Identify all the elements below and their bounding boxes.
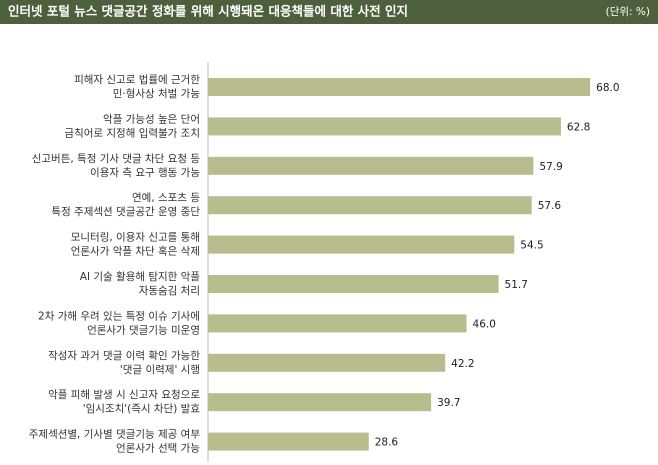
value-label: 42.2 (451, 358, 474, 370)
category-label: AI 기술 활용해 탐지한 악플 (80, 270, 201, 283)
bar (208, 156, 534, 175)
value-label: 39.7 (437, 397, 460, 409)
category-label: 언론사가 댓글기능 미운영 (87, 324, 200, 336)
category-label: '댓글 이력제' 시행 (120, 364, 200, 376)
value-label: 68.0 (596, 82, 619, 94)
category-label: 주제섹션별, 기사별 댓글기능 제공 여부 (29, 429, 201, 441)
header-bar (0, 0, 658, 24)
category-label: 언론사가 선택 가능 (116, 443, 200, 455)
bar (208, 196, 532, 215)
value-label: 57.6 (538, 200, 562, 212)
category-label: 피해자 신고로 법률에 근거한 (74, 73, 200, 86)
bar (208, 275, 499, 293)
category-label: 특정 주제섹션 댓글공간 운영 중단 (51, 206, 200, 218)
value-label: 62.8 (567, 121, 590, 133)
value-label: 51.7 (505, 279, 528, 291)
category-label: 연예, 스포츠 등 (132, 191, 200, 204)
bar (208, 314, 467, 333)
category-label: 작성자 과거 댓글 이력 확인 가능한 (48, 349, 200, 362)
bar (208, 117, 561, 136)
category-label: '임시조치'(즉시 차단) 발효 (83, 402, 201, 415)
category-label: 언론사가 악플 차단 혹은 삭제 (71, 245, 200, 258)
value-label: 46.0 (473, 318, 496, 330)
category-label: 이용자 측 요구 행동 가능 (90, 167, 200, 179)
value-label: 54.5 (520, 240, 543, 252)
category-label: 악플 가능성 높은 단어 (103, 113, 200, 125)
unit-label: (단위: %) (606, 5, 650, 18)
bar (208, 393, 432, 412)
bar (208, 78, 591, 96)
category-label: 금칙어로 지정해 입력불가 조치 (64, 126, 200, 139)
chart-title: 인터넷 포털 뉴스 댓글공간 정화를 위해 시행돼온 대응책들에 대한 사전 인… (8, 4, 408, 19)
bar (208, 432, 369, 451)
category-label: 자동숨김 처리 (139, 285, 200, 297)
category-label: 악플 피해 발생 시 신고자 요청으로 (48, 388, 200, 401)
category-label: 모니터링, 이용자 신고를 통해 (71, 231, 200, 244)
bar (208, 235, 515, 254)
value-label: 28.6 (375, 437, 399, 449)
value-label: 57.9 (539, 161, 562, 173)
bar (208, 353, 446, 372)
category-label: 2차 가해 우려 있는 특정 이슈 기사에 (38, 309, 200, 322)
category-label: 민·형사상 처벌 가능 (113, 88, 201, 100)
category-label: 신고버튼, 특정 기사 댓글 차단 요청 등 (32, 153, 201, 165)
